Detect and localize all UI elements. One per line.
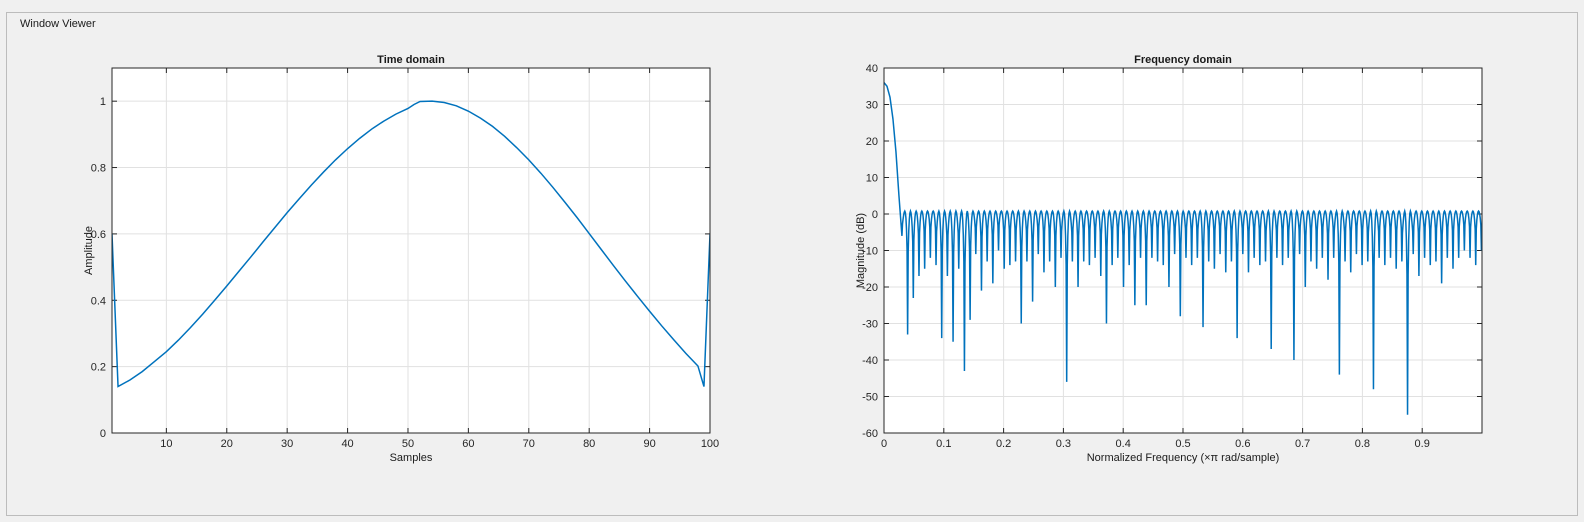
x-tick-label: 100 (701, 438, 719, 450)
y-tick-label: 0.2 (91, 362, 106, 374)
axes-box (883, 67, 1483, 434)
y-tick-label: -60 (862, 428, 878, 440)
x-tick-label: 80 (583, 438, 595, 450)
x-axis-label: Normalized Frequency (×π rad/sample) (1087, 452, 1280, 464)
y-tick-label: 0.6 (91, 229, 106, 241)
x-tick-label: 70 (523, 438, 535, 450)
panel-title: Window Viewer (17, 18, 99, 30)
x-tick-label: 0.9 (1415, 438, 1430, 450)
x-axis-label: Samples (390, 452, 433, 464)
frequency-domain-axes[interactable]: 0 0.1 0.2 0.3 0.4 0.5 0.6 0.7 0.8 0.9 -60 -50 -40 -30… (855, 54, 1483, 464)
x-tick-label: 90 (643, 438, 655, 450)
x-tick-label: 30 (281, 438, 293, 450)
x-tick-label: 60 (462, 438, 474, 450)
plot-area (112, 68, 710, 433)
x-tick-label: 0.5 (1175, 438, 1190, 450)
magnitude-series-line (884, 82, 1482, 415)
y-axis-label: Magnitude (dB) (855, 213, 867, 288)
y-tick-label: -30 (862, 319, 878, 331)
x-tick-label: 0.4 (1116, 438, 1131, 450)
chart-title: Frequency domain (1134, 54, 1232, 66)
x-tick-label: 20 (221, 438, 233, 450)
y-tick-label: 0.8 (91, 163, 106, 175)
y-tick-label: 0.4 (91, 295, 106, 307)
chart-title: Time domain (377, 54, 445, 66)
y-tick-label: 20 (866, 136, 878, 148)
y-tick-label: 1 (100, 96, 106, 108)
x-tick-label: 0.3 (1056, 438, 1071, 450)
axes-box (111, 67, 711, 434)
x-tick-label: 40 (341, 438, 353, 450)
time-domain-axes[interactable]: 10 20 30 40 50 60 70 80 90 100 0 0.2 0.4 0.6 0.8 1 Time … (83, 54, 719, 464)
y-tick-label: -20 (862, 282, 878, 294)
y-tick-label: 0 (100, 428, 106, 440)
x-tick-label: 50 (402, 438, 414, 450)
y-axis-label: Amplitude (83, 226, 95, 275)
y-tick-label: -50 (862, 392, 878, 404)
y-tick-label: 30 (866, 100, 878, 112)
y-tick-label: 10 (866, 173, 878, 185)
x-tick-label: 10 (160, 438, 172, 450)
x-tick-label: 0.8 (1355, 438, 1370, 450)
y-tick-label: 0 (872, 209, 878, 221)
x-tick-label: 0.2 (996, 438, 1011, 450)
y-tick-label: -10 (862, 246, 878, 258)
x-tick-label: 0 (881, 438, 887, 450)
y-tick-label: -40 (862, 355, 878, 367)
x-tick-label: 0.7 (1295, 438, 1310, 450)
y-tick-label: 40 (866, 63, 878, 75)
x-tick-label: 0.1 (936, 438, 951, 450)
window-series-line (112, 100, 710, 388)
x-tick-label: 0.6 (1235, 438, 1250, 450)
